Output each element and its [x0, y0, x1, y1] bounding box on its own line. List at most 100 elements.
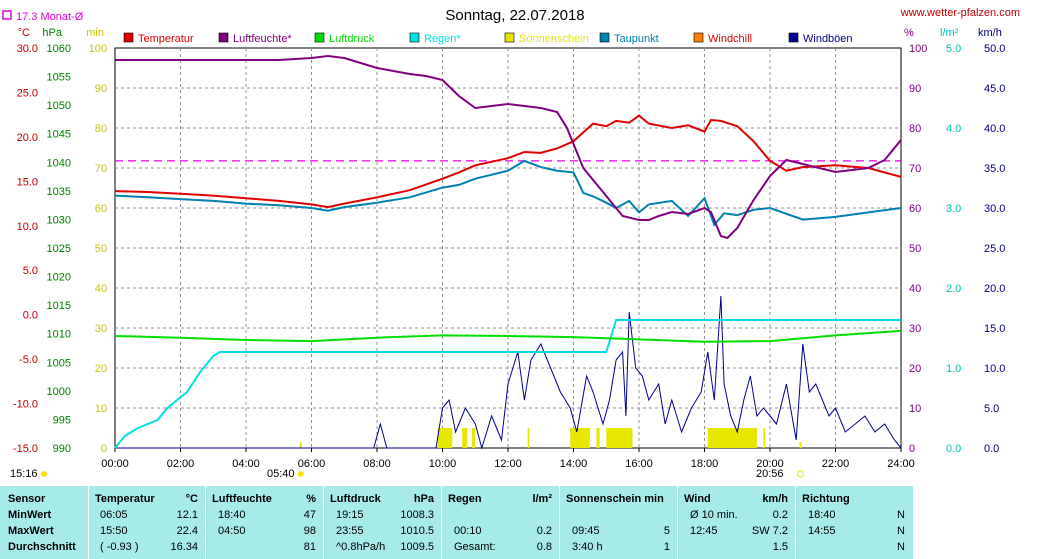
wind-value: 1.5: [772, 541, 788, 553]
sunset-icon: [796, 470, 804, 478]
site-url: www.wetter-pfalzen.com: [900, 7, 1020, 19]
y-tick-label: 1015: [47, 300, 71, 312]
sun-time: 09:45: [572, 525, 600, 537]
y-tick-label: 60: [909, 203, 921, 215]
sunshine-bar: [471, 428, 476, 448]
y-tick-label: 3.0: [946, 203, 961, 215]
table-column-divider: [323, 486, 324, 559]
rain-time: Gesamt:: [454, 541, 496, 553]
row-label: Durchschnitt: [8, 541, 76, 553]
hum-value: 81: [303, 541, 316, 553]
temp-value: 12.1: [176, 509, 198, 521]
y-tick-label: 40: [95, 283, 107, 295]
legend-label: Luftfeuchte*: [233, 33, 292, 45]
rain-axis-unit: l/m²: [940, 27, 959, 39]
x-tick-label: 06:00: [298, 458, 326, 470]
press-value: 1009.5: [400, 541, 434, 553]
y-tick-label: 70: [909, 163, 921, 175]
sunset-label: 20:56: [756, 468, 784, 480]
header-wind-unit: km/h: [762, 493, 788, 505]
sunshine-bar: [570, 428, 590, 448]
sunshine-bar: [606, 428, 633, 448]
x-tick-label: 20:00: [756, 458, 784, 470]
y-tick-label: 25.0: [17, 87, 38, 99]
humidity-axis-unit: %: [904, 27, 914, 39]
legend-swatch: [788, 32, 799, 43]
y-tick-label: 1.0: [946, 363, 961, 375]
y-tick-label: 5.0: [946, 43, 961, 55]
legend-label: Luftdruck: [329, 33, 375, 45]
y-tick-label: 80: [95, 123, 107, 135]
header-temp-unit: °C: [185, 493, 198, 505]
y-tick-label: 2.0: [946, 283, 961, 295]
y-tick-label: 15.0: [17, 176, 38, 188]
y-tick-label: 50.0: [984, 43, 1005, 55]
hum-time: 18:40: [218, 509, 246, 521]
y-tick-label: 60: [95, 203, 107, 215]
y-tick-label: 1030: [47, 214, 71, 226]
dir-value: N: [897, 525, 905, 537]
rain-value: 0.8: [536, 541, 552, 553]
y-tick-label: 990: [53, 443, 71, 455]
legend-label: Sonnenschein: [519, 33, 589, 45]
table-column-divider: [559, 486, 560, 559]
x-tick-label: 12:00: [494, 458, 522, 470]
y-tick-label: 1000: [47, 386, 71, 398]
y-tick-label: 995: [53, 414, 71, 426]
y-tick-label: 25.0: [984, 243, 1005, 255]
y-tick-label: 30: [95, 323, 107, 335]
y-tick-label: 0: [101, 443, 107, 455]
wind-time: Ø 10 min.: [690, 509, 738, 521]
legend-swatch: [599, 32, 610, 43]
x-tick-label: 08:00: [363, 458, 391, 470]
y-tick-label: 5.0: [984, 403, 999, 415]
sun-time: 3:40 h: [572, 541, 603, 553]
sunshine-bar: [763, 428, 766, 448]
legend-label: Regen*: [424, 33, 461, 45]
y-tick-label: 20: [95, 363, 107, 375]
press-value: 1010.5: [400, 525, 434, 537]
y-tick-label: -5.0: [19, 354, 38, 366]
header-wind: Wind: [684, 493, 711, 505]
header-rain: Regen: [448, 493, 482, 505]
plot-area: [114, 54, 902, 450]
legend-label: Temperatur: [138, 33, 194, 45]
header-hum-unit: %: [306, 493, 316, 505]
y-tick-label: 1010: [47, 329, 71, 341]
hum-time: 04:50: [218, 525, 246, 537]
temp-time: ( -0.93 ): [100, 541, 139, 553]
y-tick-label: -15.0: [13, 443, 38, 455]
press-time: ^0.8hPa/h: [336, 541, 386, 553]
y-tick-label: 30.0: [17, 43, 38, 55]
header-humidity: Luftfeuchte: [212, 493, 272, 505]
legend-swatch: [504, 32, 515, 43]
y-tick-label: 100: [89, 43, 107, 55]
legend-swatch: [314, 32, 325, 43]
series-line-windben: [115, 295, 902, 450]
dir-time: 18:40: [808, 509, 836, 521]
sunshine-bar: [596, 428, 600, 448]
y-tick-label: 1045: [47, 129, 71, 141]
header-temperature: Temperatur: [95, 493, 155, 505]
press-time: 23:55: [336, 525, 364, 537]
axes-group: 00:00 02:00 04:00 06:00 08:00 10:00 12:00 14:00…: [10, 27, 1005, 480]
header-rain-unit: l/m²: [532, 493, 552, 505]
wind-axis-unit: km/h: [978, 27, 1002, 39]
y-tick-label: 10: [909, 403, 921, 415]
temp-value: 16.34: [170, 541, 198, 553]
y-tick-label: 50: [909, 243, 921, 255]
minutes-axis-unit: min: [86, 27, 104, 39]
y-tick-label: 90: [909, 83, 921, 95]
y-tick-label: 10.0: [17, 221, 38, 233]
legend-label: Windböen: [803, 33, 853, 45]
y-tick-label: 35.0: [984, 163, 1005, 175]
header-sensor: Sensor: [8, 493, 46, 505]
y-tick-label: 1060: [47, 43, 71, 55]
hum-value: 98: [303, 525, 316, 537]
y-tick-label: 30: [909, 323, 921, 335]
y-tick-label: 1040: [47, 157, 71, 169]
y-tick-label: 1055: [47, 72, 71, 84]
y-tick-label: 45.0: [984, 83, 1005, 95]
y-tick-label: 0.0: [946, 443, 961, 455]
x-tick-label: 22:00: [822, 458, 850, 470]
